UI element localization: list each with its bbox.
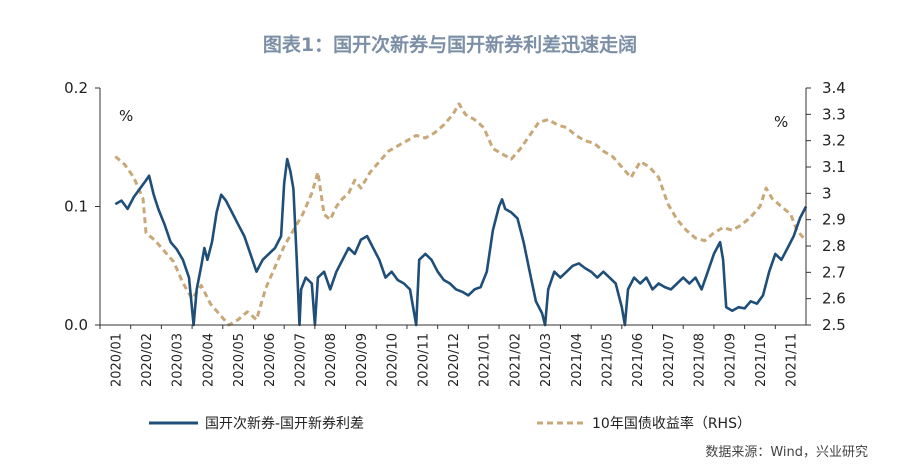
chart-title: 图表1：国开次新券与国开新券利差迅速走阔 — [263, 33, 637, 56]
x-tick-label: 2020/05 — [232, 333, 247, 387]
right-tick-label: 2.5 — [822, 316, 846, 334]
legend: 国开次新券-国开新券利差 10年国债收益率（RHS） — [149, 415, 751, 432]
x-tick-label: 2021/11 — [785, 333, 800, 387]
x-tick-label: 2020/08 — [324, 333, 339, 387]
x-tick-label: 2020/12 — [447, 333, 462, 387]
x-tick-label: 2021/04 — [570, 333, 585, 387]
x-tick-label: 2021/06 — [631, 333, 646, 387]
series-line-spread — [114, 157, 808, 327]
right-tick-label: 3 — [822, 184, 832, 202]
x-tick-label: 2021/02 — [508, 333, 523, 387]
x-tick-label: 2021/09 — [723, 333, 738, 387]
x-tick-label: 2021/05 — [600, 333, 615, 387]
x-tick-label: 2020/03 — [171, 333, 186, 387]
right-tick-label: 2.7 — [822, 263, 846, 281]
right-tick-label: 2.6 — [822, 290, 846, 308]
x-tick-label: 2021/01 — [478, 333, 493, 387]
source-note: 数据来源：Wind，兴业研究 — [705, 445, 868, 460]
x-tick-label: 2021/10 — [754, 333, 769, 387]
right-tick-label: 2.8 — [822, 237, 846, 255]
right-tick-label: 3.2 — [822, 132, 846, 150]
x-tick-label: 2021/03 — [539, 333, 554, 387]
legend-label-yield: 10年国债收益率（RHS） — [592, 415, 751, 432]
x-tick-label: 2020/06 — [263, 333, 278, 387]
x-tick-label: 2020/11 — [416, 333, 431, 387]
legend-label-spread: 国开次新券-国开新券利差 — [205, 416, 364, 432]
right-tick-label: 3.3 — [822, 105, 846, 123]
tick-labels: 0.2 0.1 0.0 3.4 3.3 3.2 3.1 3 2.9 2.8 2.7 2.6 2.5 202… — [64, 79, 846, 387]
right-tick-label: 3.4 — [822, 79, 846, 97]
left-tick-label: 0.0 — [64, 316, 88, 334]
x-tick-label: 2020/01 — [109, 333, 124, 387]
axes — [95, 87, 811, 329]
x-tick-label: 2020/02 — [140, 333, 155, 387]
left-tick-label: 0.1 — [64, 198, 88, 216]
x-tick-label: 2020/10 — [386, 333, 401, 387]
left-tick-label: 0.2 — [64, 79, 88, 97]
left-unit-label: % — [119, 107, 133, 125]
series-line-yield — [114, 102, 808, 327]
x-tick-label: 2020/09 — [355, 333, 370, 387]
right-tick-label: 3.1 — [822, 158, 846, 176]
x-tick-label: 2021/07 — [662, 333, 677, 387]
x-tick-label: 2020/07 — [294, 333, 309, 387]
x-tick-label: 2020/04 — [201, 333, 216, 387]
right-tick-label: 2.9 — [822, 211, 846, 229]
plot-area — [114, 102, 808, 327]
right-unit-label: % — [774, 113, 788, 131]
x-tick-label: 2021/08 — [693, 333, 708, 387]
